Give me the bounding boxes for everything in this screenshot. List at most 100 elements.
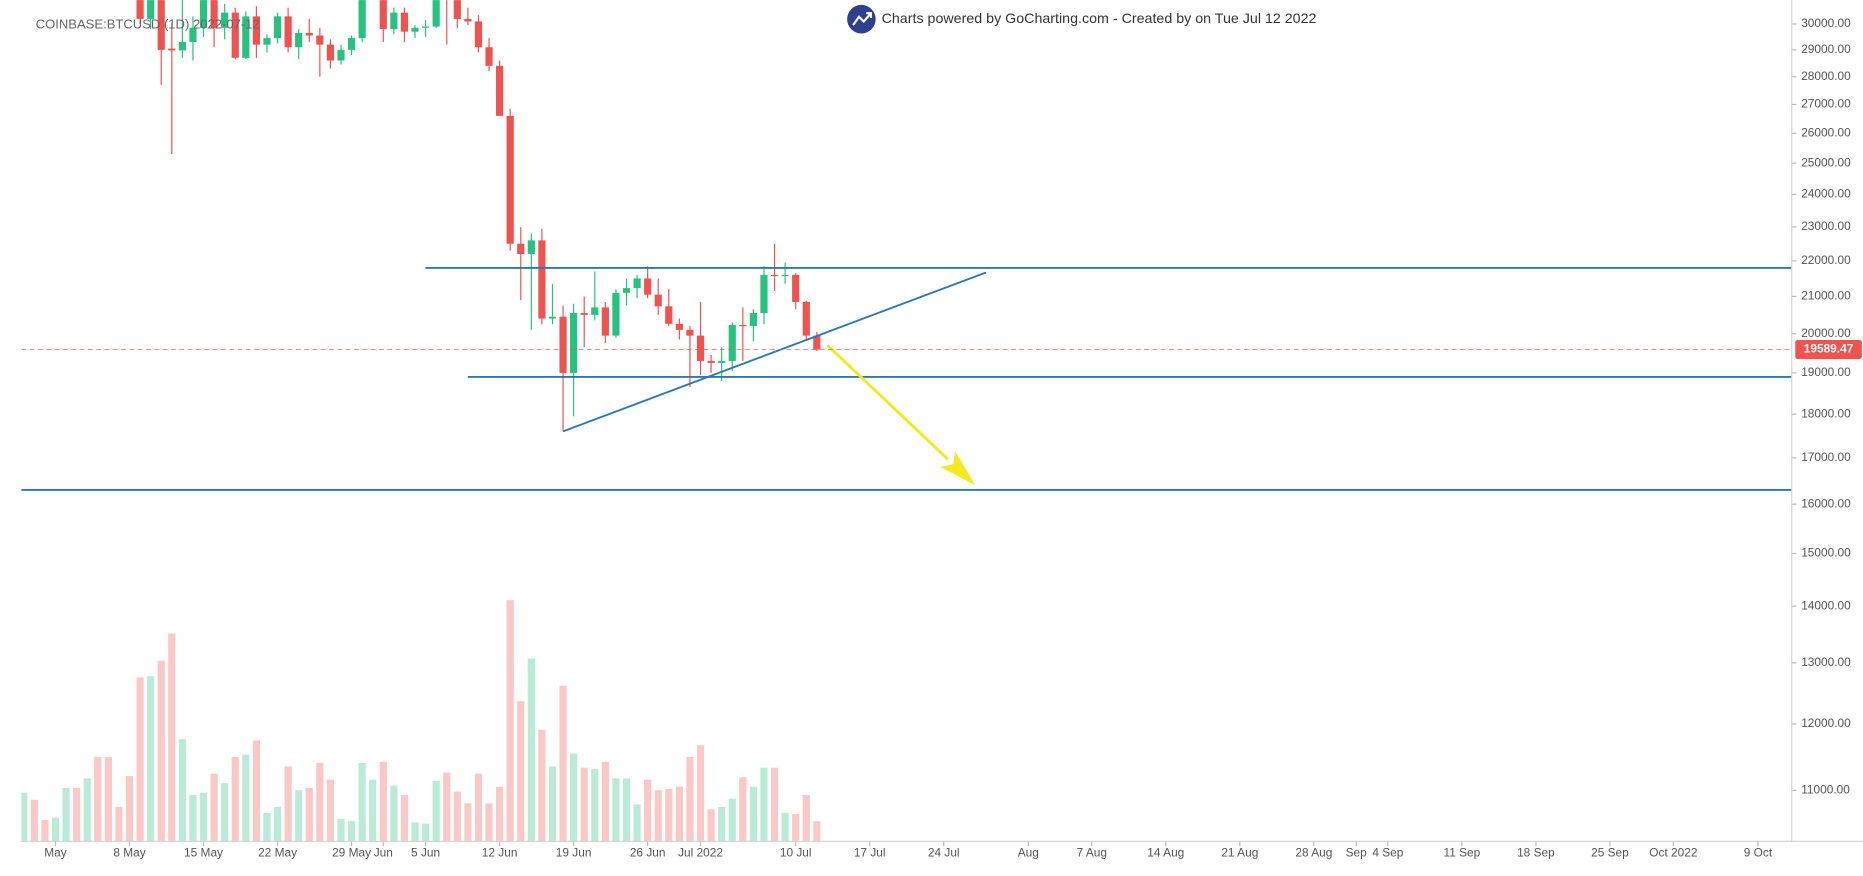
candle-body xyxy=(580,312,588,315)
candle-body xyxy=(781,274,789,277)
candle-body xyxy=(411,27,419,32)
y-tick-label: 30000.00 xyxy=(1801,16,1851,30)
candle-body xyxy=(284,16,292,48)
volume-bar xyxy=(231,757,239,842)
x-tick-label: 18 Sep xyxy=(1517,845,1555,859)
candle-body xyxy=(644,278,652,295)
volume-bar xyxy=(760,767,768,842)
volume-bar xyxy=(675,786,683,842)
candle-body xyxy=(675,323,683,330)
y-tick-label: 17000.00 xyxy=(1801,450,1851,464)
watermark: Charts powered by GoCharting.com - Creat… xyxy=(847,4,1317,34)
volume-bar xyxy=(781,812,789,842)
y-tick-label: 14000.00 xyxy=(1801,598,1851,612)
y-tick-label: 21000.00 xyxy=(1801,289,1851,303)
volume-bar xyxy=(443,772,451,842)
candle-body xyxy=(792,274,800,302)
x-tick-label: 25 Sep xyxy=(1591,845,1629,859)
volume-bar xyxy=(792,814,800,842)
volume-bar xyxy=(485,803,493,842)
candle-body xyxy=(221,12,229,28)
volume-bar xyxy=(728,798,736,842)
candle-body xyxy=(347,38,356,50)
y-tick-label: 20000.00 xyxy=(1801,326,1851,340)
candle-body xyxy=(199,0,208,28)
volume-bar xyxy=(284,766,292,842)
candle-body xyxy=(770,274,779,277)
volume-bar xyxy=(337,818,345,842)
volume-bar xyxy=(136,677,144,842)
candle-body xyxy=(273,16,282,39)
volume-bar xyxy=(316,762,324,842)
volume-bar xyxy=(559,685,567,842)
volume-bar xyxy=(506,600,514,842)
x-tick-label: 19 Jun xyxy=(556,845,592,859)
x-tick-label: 28 Aug xyxy=(1295,845,1332,859)
volume-bar xyxy=(73,787,81,842)
candle-body xyxy=(390,12,398,30)
volume-bar xyxy=(30,799,38,842)
candle-body xyxy=(718,360,726,363)
candle-body xyxy=(707,360,715,363)
candle-body xyxy=(432,0,440,27)
y-tick-label: 22000.00 xyxy=(1801,253,1851,267)
x-tick-label: 7 Aug xyxy=(1077,845,1107,859)
volume-bar xyxy=(622,778,631,842)
volume-bar xyxy=(157,660,165,842)
volume-bar xyxy=(41,819,49,842)
candle-body xyxy=(485,47,493,66)
volume-bar xyxy=(707,809,715,842)
volume-bar xyxy=(527,658,535,842)
candle-body xyxy=(474,21,483,48)
candle-body xyxy=(379,0,387,30)
candle-body xyxy=(548,316,557,319)
volume-bar xyxy=(517,701,525,842)
volume-bar xyxy=(813,821,821,842)
x-tick-label: 26 Jun xyxy=(630,845,666,859)
volume-bar xyxy=(538,729,546,842)
y-tick-label: 16000.00 xyxy=(1801,496,1851,510)
candle-body xyxy=(189,27,197,43)
volume-bar xyxy=(390,785,398,842)
x-tick-label: Jul 2022 xyxy=(678,845,723,859)
volume-bar xyxy=(358,762,366,842)
volume-bar xyxy=(252,740,260,842)
volume-bar xyxy=(51,817,60,842)
volume-bar xyxy=(496,786,504,842)
candle-body xyxy=(527,240,535,254)
volume-bar xyxy=(474,773,483,842)
volume-bar xyxy=(580,767,588,842)
trend-arrow-head xyxy=(940,451,976,486)
volume-bar xyxy=(686,757,694,842)
y-tick-label: 19000.00 xyxy=(1801,365,1851,379)
volume-bar xyxy=(453,791,461,842)
x-tick-label: 11 Sep xyxy=(1444,845,1481,859)
volume-bar xyxy=(802,795,810,842)
candle-body xyxy=(464,18,472,22)
volume-bar xyxy=(749,786,757,842)
x-tick-label: Aug xyxy=(1018,845,1039,859)
volume-bar xyxy=(612,778,620,842)
candle-body xyxy=(538,240,546,319)
x-tick-label: 21 Aug xyxy=(1221,845,1258,859)
last-price-box xyxy=(1795,340,1862,360)
volume-bar xyxy=(295,790,303,842)
candle-body xyxy=(326,44,335,61)
volume-bar xyxy=(432,780,440,842)
candle-body xyxy=(147,0,155,19)
candle-body xyxy=(506,115,514,244)
y-tick-label: 13000.00 xyxy=(1801,655,1851,669)
candle-body xyxy=(622,288,631,293)
y-tick-label: 18000.00 xyxy=(1801,406,1851,420)
watermark-text: Charts powered by GoCharting.com - Creat… xyxy=(882,11,1317,27)
x-tick-label: 14 Aug xyxy=(1147,845,1184,859)
candle-body xyxy=(601,307,609,336)
x-tick-label: 15 May xyxy=(184,845,223,859)
plot-area xyxy=(21,0,1792,842)
candle-body xyxy=(802,301,810,336)
volume-bar xyxy=(62,787,70,842)
volume-bar xyxy=(305,787,313,842)
volume-bar xyxy=(570,753,578,842)
